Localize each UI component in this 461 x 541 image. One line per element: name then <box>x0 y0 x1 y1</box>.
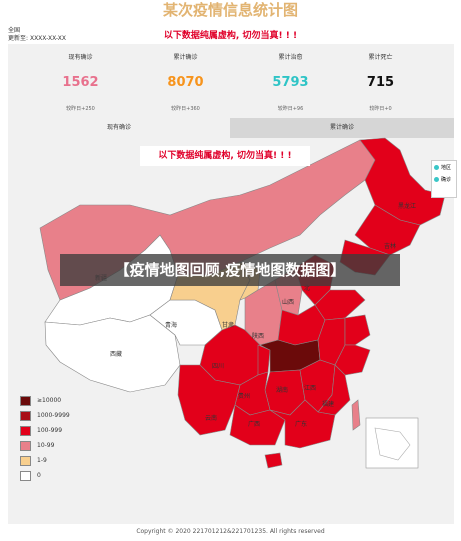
label-xizang: 西藏 <box>110 350 122 358</box>
footer-copyright: Copyright © 2020 221701212&221701235. Al… <box>136 528 325 535</box>
province-guangxi <box>229 404 286 446</box>
dot-icon <box>434 164 439 170</box>
stat-label: 累计死亡 <box>368 54 393 61</box>
stat-value: 715 <box>366 75 395 90</box>
legend-swatch <box>20 470 31 481</box>
stat-label: 累计治愈 <box>278 54 303 61</box>
label-hunan: 湖南 <box>276 386 288 394</box>
province-hainan <box>264 452 283 469</box>
legend-item[interactable]: 0 <box>20 468 70 483</box>
stat-delta: 较昨日+0 <box>369 106 392 112</box>
province-yunnan <box>177 364 241 436</box>
stat-total-dead: 累计死亡 715 较昨日+0 <box>328 52 433 112</box>
update-info: 全国 更新至: XXXX-XX-XX <box>8 27 66 43</box>
stat-current-confirmed: 现有确诊 1562 较昨日+250 <box>28 52 133 112</box>
tab-total-confirmed[interactable]: 累计确诊 <box>230 118 454 138</box>
province-jilin <box>354 204 421 256</box>
tab-current-confirmed[interactable]: 现有确诊 <box>8 118 230 138</box>
province-taiwan <box>351 399 361 431</box>
province-henan <box>277 304 326 346</box>
stat-delta: 较昨日+96 <box>277 106 304 112</box>
label-shanxi: 山西 <box>282 298 294 306</box>
legend-item[interactable]: 100-999 <box>20 423 70 438</box>
label-shaanxi: 陕西 <box>252 332 264 340</box>
legend-item[interactable]: 1000-9999 <box>20 408 70 423</box>
legend-swatch <box>20 410 31 421</box>
label-guangxi: 广西 <box>248 420 260 428</box>
stat-total-cured: 累计治愈 5793 较昨日+96 <box>238 52 343 112</box>
province-jiangsu <box>344 314 371 346</box>
legend-item[interactable]: 10-99 <box>20 438 70 453</box>
update-label: 更新至: <box>8 35 29 42</box>
page-title: 某次疫情信息统计图 <box>162 1 298 19</box>
province-guangdong <box>269 399 336 449</box>
legend-swatch <box>20 440 31 451</box>
label-guangdong: 广东 <box>295 420 307 428</box>
south-sea-islands <box>374 427 411 461</box>
map-series-legend: 地区 确诊 <box>431 160 457 198</box>
legend-swatch <box>20 395 31 406</box>
stat-value: 5793 <box>272 75 309 90</box>
update-value: XXXX-XX-XX <box>29 35 66 42</box>
map-legend-item[interactable]: 地区 <box>432 161 456 173</box>
province-chongqing <box>257 344 271 376</box>
legend-swatch <box>20 425 31 436</box>
stat-delta: 较昨日+360 <box>171 106 200 112</box>
label-qinghai: 青海 <box>165 321 177 329</box>
label-heilongjiang: 黑龙江 <box>398 202 416 210</box>
overlay-title: 【疫情地图回顾,疫情地图数据图】 <box>60 254 400 286</box>
label-jilin: 吉林 <box>384 242 396 250</box>
stat-value: 1562 <box>62 75 99 90</box>
warning-text-top: 以下数据纯属虚构, 切勿当真! ! ! <box>163 31 298 41</box>
scope-label: 全国 <box>8 27 21 34</box>
label-jiangxi: 江西 <box>304 385 316 392</box>
label-sichuan: 四川 <box>212 363 224 370</box>
dot-icon <box>434 176 439 182</box>
label-yunnan: 云南 <box>205 414 217 422</box>
label-guizhou: 贵州 <box>238 392 250 400</box>
map-legend: ≥10000 1000-9999 100-999 10-99 1-9 0 <box>20 393 70 483</box>
legend-item[interactable]: 1-9 <box>20 453 70 468</box>
stat-total-confirmed: 累计确诊 8070 较昨日+360 <box>133 52 238 112</box>
label-fujian: 福建 <box>322 400 334 408</box>
label-beijing: 北 <box>304 284 310 292</box>
stat-delta: 较昨日+250 <box>66 106 95 112</box>
warning-text-map: 以下数据纯属虚构, 切勿当真! ! ! <box>140 146 310 166</box>
stat-label: 累计确诊 <box>173 54 198 61</box>
stat-value: 8070 <box>167 75 204 90</box>
legend-item[interactable]: ≥10000 <box>20 393 70 408</box>
stat-label: 现有确诊 <box>68 54 93 61</box>
legend-swatch <box>20 455 31 466</box>
map-legend-item[interactable]: 确诊 <box>432 173 456 185</box>
label-gansu: 甘肃 <box>222 321 234 329</box>
south-sea-inset <box>365 417 419 469</box>
map-tabs: 现有确诊 累计确诊 <box>8 118 454 138</box>
province-heilongjiang <box>359 137 446 226</box>
